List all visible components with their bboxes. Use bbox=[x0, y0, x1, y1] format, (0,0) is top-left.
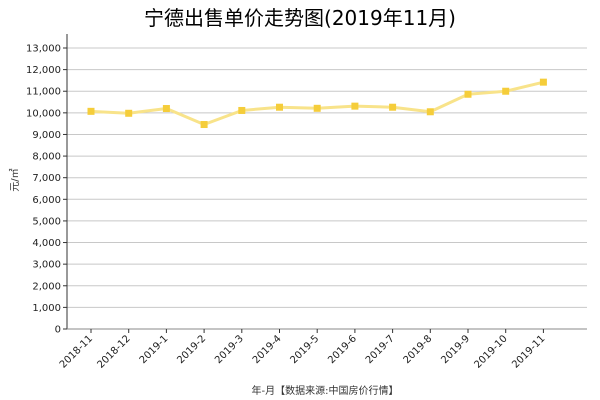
y-tick-labels: 0 1,000 2,000 3,000 4,000 5,000 6,000 7,000 8,00… bbox=[26, 44, 67, 336]
x-tick-label: 2019-8 bbox=[402, 333, 435, 366]
y-tick-label: 2,000 bbox=[32, 281, 61, 292]
x-tick-label: 2019-2 bbox=[175, 333, 208, 366]
x-tick-label: 2019-11 bbox=[510, 333, 547, 370]
x-tick-labels: 2018-11 2018-12 2019-1 2019-2 2019-3 2019-4 20… bbox=[58, 329, 548, 371]
y-tick-label: 5,000 bbox=[32, 216, 61, 227]
x-tick-label: 2019-3 bbox=[213, 333, 246, 366]
x-tick-label: 2018-12 bbox=[95, 333, 132, 370]
grid-lines bbox=[67, 47, 587, 308]
x-tick-label: 2019-1 bbox=[138, 333, 171, 366]
data-point bbox=[502, 87, 510, 95]
data-point bbox=[389, 103, 397, 111]
x-tick-label: 2019-5 bbox=[288, 333, 321, 366]
data-point bbox=[351, 102, 359, 110]
y-tick-label: 6,000 bbox=[32, 195, 61, 206]
y-tick-label: 12,000 bbox=[26, 65, 61, 76]
x-tick-label: 2019-6 bbox=[326, 333, 359, 366]
x-tick-label: 2019-4 bbox=[251, 333, 284, 366]
y-tick-label: 13,000 bbox=[26, 44, 61, 55]
x-tick-label: 2018-11 bbox=[58, 333, 95, 370]
chart-title: 宁德出售单价走势图(2019年11月) bbox=[144, 6, 456, 30]
axes bbox=[66, 34, 587, 330]
y-tick-label: 7,000 bbox=[32, 173, 61, 184]
series-line bbox=[90, 80, 544, 127]
data-point bbox=[464, 90, 472, 98]
data-point bbox=[162, 105, 170, 113]
y-tick-label: 11,000 bbox=[26, 87, 61, 98]
data-point bbox=[200, 121, 208, 129]
data-series bbox=[87, 78, 547, 129]
data-point bbox=[87, 107, 95, 115]
x-axis-title: 年-月【数据来源:中国房价行情】 bbox=[251, 386, 399, 397]
y-tick-label: 10,000 bbox=[26, 108, 61, 119]
x-tick-label: 2019-9 bbox=[439, 333, 472, 366]
data-point bbox=[125, 109, 133, 117]
y-tick-label: 1,000 bbox=[32, 303, 61, 314]
y-tick-label: 0 bbox=[55, 325, 61, 336]
x-tick-label: 2019-10 bbox=[472, 333, 509, 370]
y-tick-label: 8,000 bbox=[32, 152, 61, 163]
data-point bbox=[276, 103, 283, 111]
x-tick-label: 2019-7 bbox=[364, 333, 397, 366]
data-point bbox=[238, 106, 246, 114]
data-point bbox=[313, 104, 321, 112]
y-axis-title: 元/㎡ bbox=[9, 168, 21, 191]
y-tick-label: 9,000 bbox=[32, 130, 61, 141]
data-point bbox=[426, 108, 434, 116]
y-tick-label: 3,000 bbox=[32, 260, 61, 271]
data-point bbox=[539, 78, 547, 86]
y-tick-label: 4,000 bbox=[32, 238, 61, 249]
